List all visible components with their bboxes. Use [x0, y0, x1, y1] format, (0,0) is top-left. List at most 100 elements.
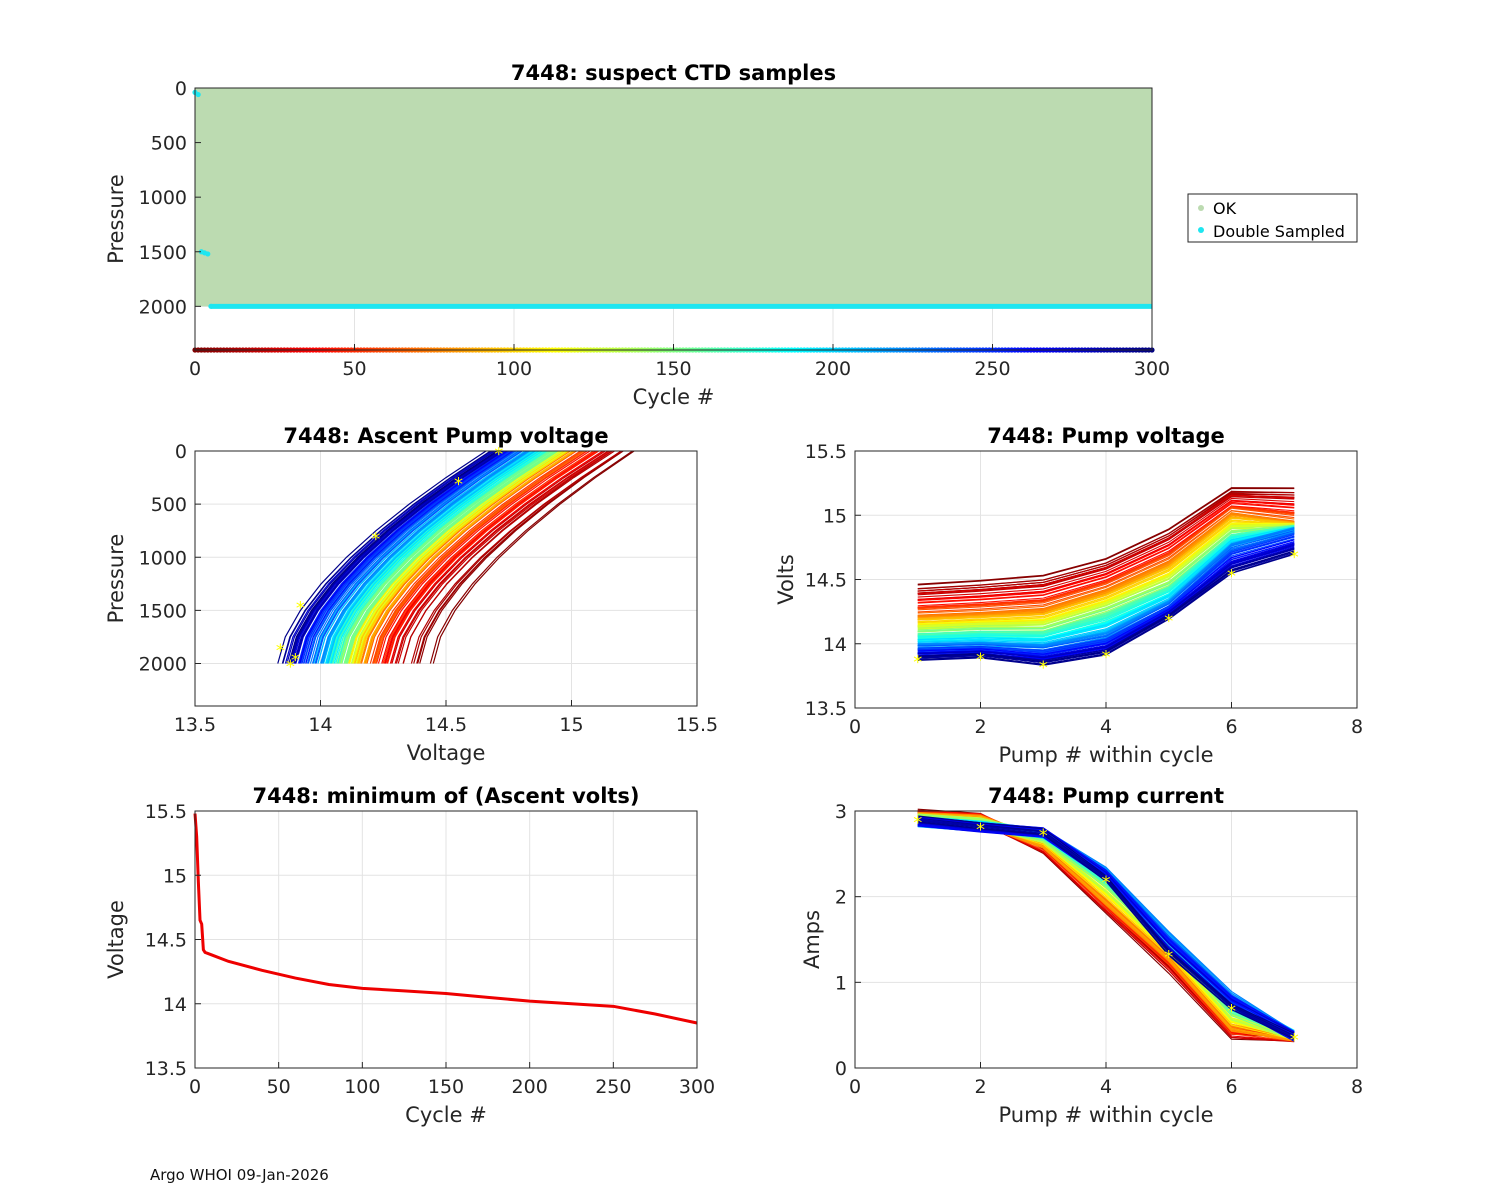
ascent-marker: *	[286, 657, 295, 678]
x-tick-label: 150	[655, 358, 691, 380]
ascent-profile-line	[397, 450, 612, 664]
pump-voltage-line	[917, 550, 1295, 663]
ascent-profile-line	[277, 450, 487, 664]
pump-voltage-line	[917, 500, 1295, 601]
pump-current-marker: *	[1164, 947, 1173, 968]
pump-voltage-marker: *	[1039, 657, 1048, 678]
y-axis-label: Pressure	[104, 534, 128, 624]
ascent-profile-line	[402, 450, 615, 664]
pump-voltage-line	[917, 517, 1295, 621]
ascent-marker: *	[454, 474, 463, 495]
ascent-profile-line	[349, 450, 560, 664]
y-tick-label: 500	[151, 494, 187, 516]
pump-voltage-line	[917, 492, 1295, 592]
pump-voltage-markers: * * * * * * *	[913, 547, 1299, 679]
ascent-profile-line	[345, 450, 557, 664]
pump-voltage-line	[917, 521, 1295, 624]
plot-content	[193, 813, 698, 1025]
x-tick-label: 6	[1225, 1076, 1237, 1098]
y-tick-label: 14.5	[805, 570, 847, 592]
ascent-profile-line	[291, 450, 501, 664]
y-tick-label: 0	[835, 1058, 847, 1080]
y-tick-label: 15	[163, 865, 187, 887]
ascent-profile-line	[363, 450, 574, 664]
pump-current-marker: *	[1102, 873, 1111, 894]
pump-voltage-line	[917, 522, 1295, 625]
ascent-profile-line	[290, 450, 500, 664]
pump-voltage-line	[917, 542, 1295, 657]
ascent-profile-line	[335, 450, 546, 664]
pump-voltage-line	[917, 507, 1295, 611]
x-tick-label: 0	[189, 1076, 201, 1098]
pump-voltage-line	[917, 497, 1295, 598]
y-axis-label: Pressure	[104, 174, 128, 264]
pump-voltage-line	[917, 544, 1295, 659]
ascent-profiles	[277, 450, 635, 664]
x-tick-label: 100	[344, 1076, 380, 1098]
chart-title: 7448: Pump current	[988, 784, 1224, 808]
legend: OK Double Sampled	[1187, 193, 1358, 243]
x-axis-label: Pump # within cycle	[999, 743, 1214, 767]
x-tick-label: 4	[1100, 716, 1112, 738]
axes-overlay: 0 50 100 150 200 250 300 13.5 14 14.5 15 15.5 7448: …	[104, 784, 715, 1127]
pump-voltage-line	[917, 510, 1295, 614]
pump-voltage-line	[917, 525, 1295, 631]
pump-voltage-line	[917, 526, 1295, 646]
ascent-profile-line	[309, 450, 517, 664]
pump-voltage-line	[917, 523, 1295, 627]
x-tick-label: 50	[342, 358, 366, 380]
ascent-marker: *	[276, 641, 285, 662]
ascent-profile-line	[311, 450, 519, 664]
pump-voltage-line	[917, 512, 1295, 617]
pump-voltage-line	[917, 490, 1295, 590]
x-tick-label: 2	[974, 1076, 986, 1098]
x-tick-label: 0	[849, 716, 861, 738]
plot-content: *******	[276, 444, 635, 678]
double-sampled-point	[195, 91, 201, 98]
ascent-profile-line	[323, 450, 532, 664]
x-tick-label: 50	[267, 1076, 291, 1098]
pump-current-marker: *	[976, 819, 985, 840]
pump-current-lines	[917, 808, 1295, 1043]
y-tick-label: 500	[151, 133, 187, 155]
ascent-profile-line	[369, 450, 581, 664]
x-axis-label: Cycle #	[405, 1103, 487, 1127]
ascent-profile-line	[341, 450, 553, 664]
pump-current-markers: * * * * * * *	[913, 813, 1299, 1052]
ascent-markers: *******	[276, 444, 503, 678]
ascent-profile-line	[313, 450, 521, 664]
plot-content: *******	[913, 487, 1299, 679]
pump-current-marker: *	[1227, 1001, 1236, 1022]
chart-pumpv: * * * * * * * 0 2 4 6 8 13.5 14 14.5 15 15.5 7448: Pump v…	[774, 424, 1363, 767]
pump-voltage-line	[917, 494, 1295, 594]
pump-voltage-line	[917, 526, 1295, 641]
y-tick-label: 0	[175, 78, 187, 100]
pump-voltage-line	[917, 487, 1295, 585]
y-axis-label: Amps	[800, 910, 824, 969]
pump-voltage-line	[917, 524, 1295, 628]
ascent-profile-line	[293, 450, 502, 664]
x-tick-label: 150	[428, 1076, 464, 1098]
x-tick-label: 15	[559, 714, 583, 736]
chart-title: 7448: Pump voltage	[987, 424, 1225, 448]
axes-overlay: 13.5 14 14.5 15 15.5 0 500 1000 1500 2000 7448: As…	[104, 424, 718, 765]
ascent-marker: *	[291, 650, 300, 671]
pump-voltage-marker: *	[913, 652, 922, 673]
ascent-profile-line	[352, 450, 564, 664]
chart-ascent: *******13.5 14 14.5 15 15.505001000150020007…	[104, 424, 718, 765]
y-tick-label: 1500	[139, 600, 187, 622]
x-tick-label: 8	[1351, 1076, 1363, 1098]
pump-voltage-line	[917, 501, 1295, 603]
y-tick-label: 2	[835, 887, 847, 909]
pump-voltage-line	[917, 505, 1295, 607]
y-tick-label: 2000	[139, 654, 187, 676]
x-tick-label: 0	[189, 358, 201, 380]
legend-ok-label: OK	[1213, 199, 1237, 218]
pump-current-line	[917, 821, 1295, 1040]
x-tick-label: 100	[496, 358, 532, 380]
ascent-profile-line	[383, 450, 597, 664]
pump-voltage-line	[917, 512, 1295, 616]
ascent-profile-line	[288, 450, 498, 664]
chart-title: 7448: Ascent Pump voltage	[283, 424, 608, 448]
